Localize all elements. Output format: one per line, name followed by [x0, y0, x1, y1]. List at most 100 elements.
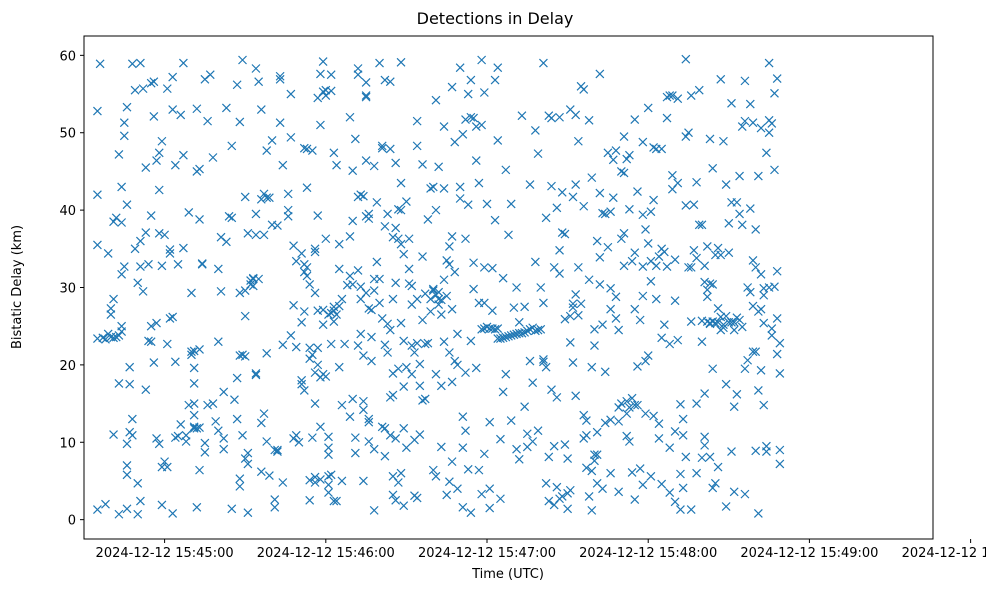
data-point: [238, 350, 247, 360]
data-point: [313, 343, 323, 353]
data-point: [743, 283, 753, 292]
data-point: [189, 399, 199, 409]
data-point: [262, 348, 272, 358]
data-point: [748, 347, 758, 357]
data-point: [307, 146, 317, 155]
data-point: [133, 478, 143, 488]
data-point: [168, 72, 178, 82]
data-point: [630, 115, 640, 124]
data-point: [114, 149, 124, 159]
data-point: [530, 326, 540, 336]
data-point: [477, 120, 487, 130]
data-point: [571, 290, 581, 299]
data-point: [358, 405, 368, 415]
data-point: [598, 208, 607, 218]
data-point: [455, 182, 465, 192]
data-point: [622, 154, 632, 164]
data-point: [262, 437, 272, 446]
data-point: [573, 262, 583, 272]
data-point: [428, 284, 438, 294]
data-point: [506, 416, 516, 426]
data-point: [649, 143, 659, 152]
data-point: [716, 250, 726, 260]
data-point: [230, 395, 239, 405]
data-point: [321, 372, 331, 381]
data-point: [200, 438, 210, 448]
data-point: [727, 98, 736, 108]
data-point: [466, 508, 476, 518]
data-point: [579, 201, 589, 211]
data-point: [256, 418, 266, 428]
data-point: [235, 288, 245, 298]
data-point: [154, 228, 164, 238]
data-point: [606, 207, 616, 217]
data-point: [517, 328, 527, 338]
data-point: [630, 495, 640, 504]
data-point: [479, 449, 489, 459]
data-point: [278, 340, 288, 350]
data-point: [606, 468, 616, 478]
data-point: [539, 58, 548, 68]
data-point: [383, 209, 393, 219]
data-point: [590, 324, 599, 334]
data-point: [358, 351, 368, 361]
data-point: [208, 399, 218, 409]
data-point: [412, 294, 422, 304]
data-point: [581, 416, 591, 426]
data-point: [267, 136, 277, 145]
data-point: [289, 300, 298, 310]
data-point: [528, 378, 538, 388]
data-point: [563, 504, 573, 514]
data-point: [748, 118, 758, 128]
data-point: [407, 369, 417, 379]
data-point: [345, 271, 355, 281]
data-point: [195, 214, 204, 224]
data-point: [622, 409, 632, 419]
data-point: [294, 437, 304, 447]
data-point: [146, 321, 156, 331]
data-point: [463, 200, 473, 210]
x-axis-ticks: 2024-12-12 15:45:00 2024-12-12 15:46:00 20…: [96, 539, 986, 561]
data-point: [614, 403, 624, 412]
data-point: [673, 335, 683, 345]
data-point: [633, 362, 642, 371]
data-point: [149, 112, 159, 121]
data-point: [259, 189, 269, 199]
data-point: [568, 192, 578, 202]
data-point: [624, 204, 634, 214]
data-point: [135, 236, 145, 246]
data-point: [385, 325, 395, 335]
data-point: [635, 315, 645, 325]
data-point: [474, 178, 484, 188]
data-point: [256, 105, 266, 114]
data-point: [396, 318, 406, 328]
data-point: [385, 77, 395, 87]
data-point: [536, 324, 546, 334]
data-point: [307, 433, 317, 443]
data-point: [509, 303, 519, 313]
data-point: [380, 75, 390, 85]
data-point: [291, 256, 301, 266]
data-point: [195, 465, 204, 475]
data-point: [670, 427, 680, 436]
data-point: [181, 437, 191, 446]
data-point: [95, 59, 105, 69]
data-point: [423, 338, 433, 348]
data-point: [571, 180, 581, 190]
data-point: [396, 178, 406, 188]
data-point: [273, 447, 282, 456]
data-point: [407, 341, 417, 350]
data-point: [221, 237, 231, 247]
data-point: [735, 315, 744, 325]
data-point: [418, 396, 427, 405]
data-point: [447, 82, 457, 92]
y-tick-label: 30: [59, 282, 76, 297]
data-point: [189, 379, 199, 388]
data-point: [573, 310, 583, 320]
data-point: [702, 242, 712, 251]
data-point: [154, 185, 164, 195]
data-point: [168, 509, 178, 518]
data-point: [399, 501, 409, 511]
data-point: [501, 332, 511, 342]
data-point: [485, 417, 495, 427]
